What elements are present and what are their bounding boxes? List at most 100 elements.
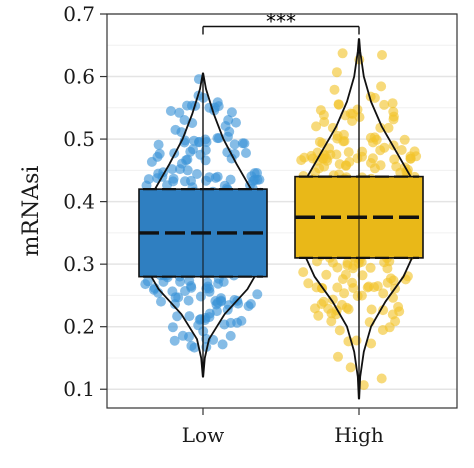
data-point-low xyxy=(222,131,233,142)
data-point-high xyxy=(357,270,368,281)
data-point-high xyxy=(369,92,380,103)
data-point-high xyxy=(343,147,354,158)
data-point-low xyxy=(169,335,180,346)
data-point-low xyxy=(248,175,259,186)
data-point-high xyxy=(327,122,338,133)
data-point-low xyxy=(186,175,196,186)
data-point-high xyxy=(345,362,356,373)
data-point-high xyxy=(321,269,332,280)
data-point-high xyxy=(340,269,351,280)
data-point-high xyxy=(348,263,358,274)
data-point-low xyxy=(167,164,178,175)
data-point-low xyxy=(225,174,236,185)
data-point-low xyxy=(211,306,222,317)
data-point-low xyxy=(200,155,211,166)
data-point-high xyxy=(348,283,359,293)
y-tick-label: 0.1 xyxy=(63,377,95,401)
data-point-high xyxy=(341,302,352,313)
data-point-high xyxy=(352,153,363,164)
data-point-low xyxy=(241,148,251,158)
data-point-high xyxy=(339,288,350,299)
data-point-high xyxy=(363,281,374,292)
data-point-high xyxy=(326,316,337,327)
data-point-low xyxy=(252,289,263,300)
data-point-low xyxy=(232,317,243,328)
data-point-low xyxy=(194,314,205,325)
data-point-high xyxy=(344,156,355,167)
data-point-high xyxy=(334,159,345,170)
data-point-high xyxy=(296,155,307,166)
y-axis-label: mRNAsi xyxy=(19,166,44,257)
data-point-low xyxy=(219,319,230,330)
data-point-low xyxy=(142,276,153,287)
data-point-low xyxy=(200,134,211,145)
data-point-low xyxy=(182,165,193,176)
data-point-low xyxy=(186,340,197,351)
data-point-low xyxy=(223,115,234,125)
data-point-low xyxy=(172,311,183,322)
data-point-high xyxy=(345,108,356,119)
data-point-low xyxy=(184,311,195,322)
data-point-high xyxy=(366,338,377,349)
data-point-high xyxy=(378,288,389,299)
plot-border xyxy=(106,13,458,409)
y-tick-label: 0.6 xyxy=(63,65,95,89)
data-point-low xyxy=(186,282,197,293)
data-point-low xyxy=(218,276,229,287)
data-point-high xyxy=(396,145,407,155)
y-tick-label: 0.3 xyxy=(63,252,95,276)
data-point-high xyxy=(314,136,325,147)
data-point-low xyxy=(156,296,166,307)
data-point-high xyxy=(333,351,343,362)
data-point-high xyxy=(303,278,314,289)
data-point-high xyxy=(298,267,309,278)
data-point-high xyxy=(337,48,348,59)
significance-bracket: *** xyxy=(202,10,360,35)
data-point-high xyxy=(332,282,343,293)
data-point-high xyxy=(326,308,337,319)
data-point-low xyxy=(146,156,157,167)
data-point-high xyxy=(394,306,405,317)
data-point-high xyxy=(388,292,398,303)
data-point-high xyxy=(332,262,343,273)
data-point-high xyxy=(338,136,349,147)
data-point-high xyxy=(331,149,342,160)
data-point-high xyxy=(376,373,387,384)
data-point-low xyxy=(245,299,256,309)
data-point-low xyxy=(189,135,199,146)
data-point-high xyxy=(369,132,380,143)
y-tick-label: 0.5 xyxy=(63,127,95,151)
y-tick-label: 0.4 xyxy=(63,190,95,214)
data-point-low xyxy=(231,117,241,128)
violin-high xyxy=(298,38,420,400)
x-tick-label-low: Low xyxy=(182,423,224,447)
data-point-high xyxy=(399,134,410,145)
data-point-high xyxy=(378,305,389,316)
x-tick-label-high: High xyxy=(334,423,384,447)
data-point-high xyxy=(379,257,390,268)
data-point-high xyxy=(324,143,335,154)
data-point-low xyxy=(201,342,212,352)
data-point-high xyxy=(319,117,330,127)
data-point-low xyxy=(229,139,240,150)
data-point-high xyxy=(314,163,325,174)
data-point-high xyxy=(307,153,318,164)
data-point-high xyxy=(372,281,383,292)
data-point-high xyxy=(331,67,342,78)
data-point-low xyxy=(179,115,190,125)
data-point-low xyxy=(217,339,228,350)
data-point-low xyxy=(143,174,154,185)
data-point-low xyxy=(153,139,164,150)
data-point-high xyxy=(383,122,394,133)
data-point-high xyxy=(369,163,380,174)
data-point-high xyxy=(377,50,387,60)
data-point-high xyxy=(316,299,327,309)
y-tick-label: 0.2 xyxy=(63,315,95,339)
data-point-high xyxy=(333,99,344,110)
data-point-high xyxy=(365,262,376,273)
data-point-high xyxy=(405,153,416,164)
data-point-high xyxy=(376,81,387,92)
data-point-low xyxy=(183,295,194,306)
data-point-low xyxy=(182,154,193,165)
